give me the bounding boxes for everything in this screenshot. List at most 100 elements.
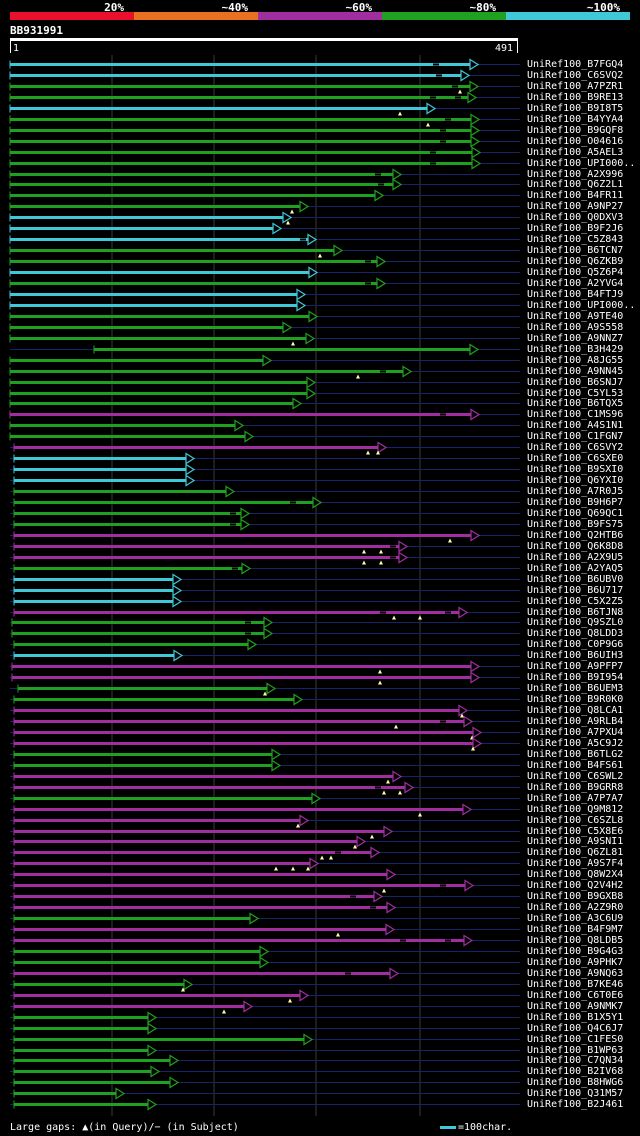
- hit-name[interactable]: UniRef100_A9RLB4: [527, 715, 624, 727]
- hit-name[interactable]: UniRef100_B9R0K0: [527, 693, 624, 705]
- hit-name[interactable]: UniRef100_B6TJN8: [527, 606, 624, 618]
- hit-name[interactable]: UniRef100_A7PZR1: [527, 80, 624, 92]
- hit-name[interactable]: UniRef100_B1X5Y1: [527, 1011, 624, 1023]
- hit-name[interactable]: UniRef100_B4FS61: [527, 759, 624, 771]
- hit-name[interactable]: UniRef100_B4FR11: [527, 189, 624, 201]
- hit-end-arrow: [386, 868, 397, 881]
- hit-name[interactable]: UniRef100_B9F2J6: [527, 222, 624, 234]
- hit-name[interactable]: UniRef100_B4FTJ9: [527, 288, 624, 300]
- hit-name[interactable]: UniRef100_A9NQ63: [527, 967, 624, 979]
- hit-name[interactable]: UniRef100_A9NNZ7: [527, 332, 624, 344]
- hit-name[interactable]: UniRef100_C5X8E6: [527, 825, 624, 837]
- hit-name[interactable]: UniRef100_C5Z843: [527, 233, 624, 245]
- hit-name[interactable]: UniRef100_C7QN34: [527, 1054, 624, 1066]
- hit-name[interactable]: UniRef100_C5X2Z5: [527, 595, 624, 607]
- hit-name[interactable]: UniRef100_B9GQF8: [527, 124, 624, 136]
- hit-name[interactable]: UniRef100_A7P7A7: [527, 792, 624, 804]
- hit-name[interactable]: UniRef100_A2X9U5: [527, 551, 624, 563]
- hit-name[interactable]: UniRef100_A9NN45: [527, 365, 624, 377]
- hit-name[interactable]: UniRef100_Q9SZL0: [527, 616, 624, 628]
- hit-name[interactable]: UniRef100_A4S1N1: [527, 419, 624, 431]
- hit-name[interactable]: UniRef100_A9PHK7: [527, 956, 624, 968]
- hit-name[interactable]: UniRef100_B6TCN7: [527, 244, 624, 256]
- hit-name[interactable]: UniRef100_B9FS75: [527, 518, 624, 530]
- hit-name[interactable]: UniRef100_Q31M57: [527, 1087, 624, 1099]
- hit-name[interactable]: UniRef100_B9RE13: [527, 91, 624, 103]
- hit-name[interactable]: UniRef100_UPI000..: [527, 299, 636, 311]
- hit-end-arrow: [373, 890, 384, 903]
- hit-name[interactable]: UniRef100_B9SXI0: [527, 463, 624, 475]
- hit-name[interactable]: UniRef100_Q4C6J7: [527, 1022, 624, 1034]
- hit-name[interactable]: UniRef100_Q6K8D8: [527, 540, 624, 552]
- hit-name[interactable]: UniRef100_B1WP63: [527, 1044, 624, 1056]
- hit-name[interactable]: UniRef100_A2YVG4: [527, 277, 624, 289]
- hit-name[interactable]: UniRef100_B9GXB8: [527, 890, 624, 902]
- hit-name[interactable]: UniRef100_A2Z9R0: [527, 901, 624, 913]
- hit-name[interactable]: UniRef100_A5AEL3: [527, 146, 624, 158]
- hit-name[interactable]: UniRef100_B3H429: [527, 343, 624, 355]
- hit-name[interactable]: UniRef100_UPI000..: [527, 157, 636, 169]
- hit-name[interactable]: UniRef100_B7FGQ4: [527, 58, 624, 70]
- hit-name[interactable]: UniRef100_B6UEM3: [527, 682, 624, 694]
- hit-name[interactable]: UniRef100_A9NMK7: [527, 1000, 624, 1012]
- hit-name[interactable]: UniRef100_Q0DXV3: [527, 211, 624, 223]
- hit-name[interactable]: UniRef100_Q5Z6P4: [527, 266, 624, 278]
- hit-name[interactable]: UniRef100_B9H6P7: [527, 496, 624, 508]
- hit-name[interactable]: UniRef100_A3C6U9: [527, 912, 624, 924]
- hit-name[interactable]: UniRef100_C6SVY2: [527, 441, 624, 453]
- hit-name[interactable]: UniRef100_C6T0E6: [527, 989, 624, 1001]
- hit-name[interactable]: UniRef100_A7R0J5: [527, 485, 624, 497]
- hit-name[interactable]: UniRef100_C1FES0: [527, 1033, 624, 1045]
- hit-name[interactable]: UniRef100_A9PFP7: [527, 660, 624, 672]
- hit-name[interactable]: UniRef100_A7PXU4: [527, 726, 624, 738]
- hit-name[interactable]: UniRef100_Q2V4H2: [527, 879, 624, 891]
- hit-name[interactable]: UniRef100_B7KE46: [527, 978, 624, 990]
- hit-name[interactable]: UniRef100_B9I8T5: [527, 102, 624, 114]
- hit-name[interactable]: UniRef100_A9S7F4: [527, 857, 624, 869]
- hit-name[interactable]: UniRef100_A9S558: [527, 321, 624, 333]
- hit-name[interactable]: UniRef100_Q2HTB6: [527, 529, 624, 541]
- hit-name[interactable]: UniRef100_O04616: [527, 135, 624, 147]
- hit-name[interactable]: UniRef100_B8HWG6: [527, 1076, 624, 1088]
- hit-end-arrow: [172, 584, 183, 597]
- hit-name[interactable]: UniRef100_B6U717: [527, 584, 624, 596]
- hit-name[interactable]: UniRef100_C6SWL2: [527, 770, 624, 782]
- hit-name[interactable]: UniRef100_A8JG55: [527, 354, 624, 366]
- hit-name[interactable]: UniRef100_C6SXE0: [527, 452, 624, 464]
- hit-name[interactable]: UniRef100_Q6ZL81: [527, 846, 624, 858]
- hit-name[interactable]: UniRef100_B9I954: [527, 671, 624, 683]
- hit-name[interactable]: UniRef100_B2IV68: [527, 1065, 624, 1077]
- hit-name[interactable]: UniRef100_Q8LCA1: [527, 704, 624, 716]
- hit-name[interactable]: UniRef100_B6TLG2: [527, 748, 624, 760]
- hit-name[interactable]: UniRef100_A2YAQ5: [527, 562, 624, 574]
- hit-name[interactable]: UniRef100_B6UIH3: [527, 649, 624, 661]
- hit-name[interactable]: UniRef100_C1FGN7: [527, 430, 624, 442]
- hit-name[interactable]: UniRef100_C5YL53: [527, 387, 624, 399]
- hit-name[interactable]: UniRef100_B9G4G3: [527, 945, 624, 957]
- hit-name[interactable]: UniRef100_Q8LDD3: [527, 627, 624, 639]
- hit-name[interactable]: UniRef100_Q8W2X4: [527, 868, 624, 880]
- hit-name[interactable]: UniRef100_Q69QC1: [527, 507, 624, 519]
- hit-name[interactable]: UniRef100_Q9M812: [527, 803, 624, 815]
- hit-name[interactable]: UniRef100_B6TQX5: [527, 397, 624, 409]
- hit-name[interactable]: UniRef100_C0P9G6: [527, 638, 624, 650]
- hit-name[interactable]: UniRef100_A2X996: [527, 168, 624, 180]
- hit-name[interactable]: UniRef100_B4YYA4: [527, 113, 624, 125]
- hit-name[interactable]: UniRef100_Q6Z2L1: [527, 178, 624, 190]
- hit-name[interactable]: UniRef100_A9TE40: [527, 310, 624, 322]
- hit-name[interactable]: UniRef100_B9GRR8: [527, 781, 624, 793]
- hit-name[interactable]: UniRef100_C1MS96: [527, 408, 624, 420]
- hit-name[interactable]: UniRef100_Q6ZKB9: [527, 255, 624, 267]
- hit-name[interactable]: UniRef100_B4F9M7: [527, 923, 624, 935]
- hit-name[interactable]: UniRef100_Q6YXI0: [527, 474, 624, 486]
- hit-end-arrow: [469, 58, 480, 71]
- hit-name[interactable]: UniRef100_C6SZL8: [527, 814, 624, 826]
- hit-name[interactable]: UniRef100_A5C9J2: [527, 737, 624, 749]
- hit-name[interactable]: UniRef100_B2J461: [527, 1098, 624, 1110]
- hit-name[interactable]: UniRef100_B6UBV0: [527, 573, 624, 585]
- hit-name[interactable]: UniRef100_B6SNJ7: [527, 376, 624, 388]
- hit-name[interactable]: UniRef100_C6SVQ2: [527, 69, 624, 81]
- hit-name[interactable]: UniRef100_A9SNI1: [527, 835, 624, 847]
- hit-name[interactable]: UniRef100_A9NP27: [527, 200, 624, 212]
- hit-name[interactable]: UniRef100_Q8LDB5: [527, 934, 624, 946]
